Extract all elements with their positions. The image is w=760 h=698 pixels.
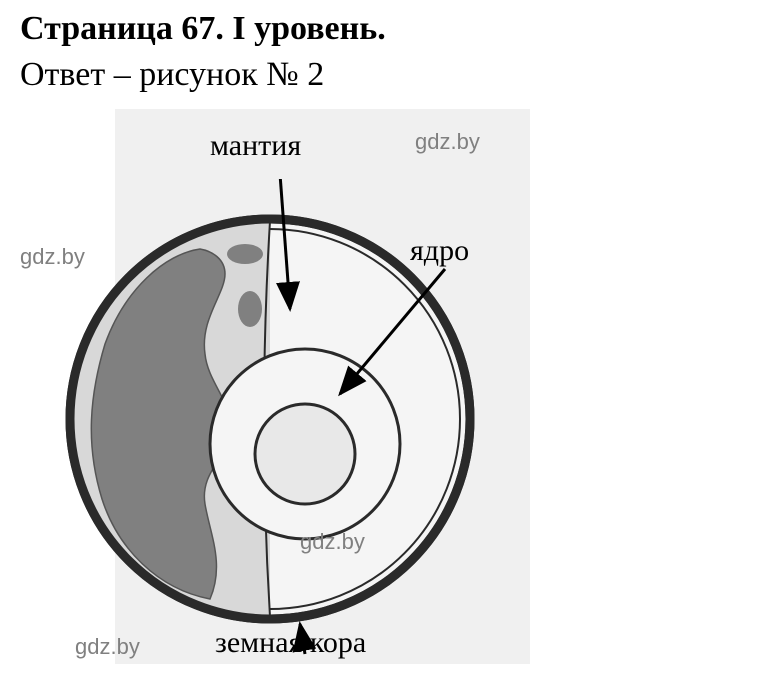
island-2 <box>238 291 262 327</box>
page-title: Страница 67. I уровень. <box>20 10 740 48</box>
watermark-left: gdz.by <box>20 244 85 270</box>
island-1 <box>227 244 263 264</box>
core-label: ядро <box>410 234 469 268</box>
watermark-center-bottom: gdz.by <box>300 529 365 555</box>
earth-diagram: мантия ядро земная кора gdz.by gdz.by gd… <box>20 109 530 669</box>
crust-label: земная кора <box>215 626 366 660</box>
inner-core-circle <box>255 404 355 504</box>
mantle-label: мантия <box>210 129 301 163</box>
answer-subtitle: Ответ – рисунок № 2 <box>20 56 740 94</box>
watermark-top-right: gdz.by <box>415 129 480 155</box>
watermark-bottom-left: gdz.by <box>75 634 140 660</box>
